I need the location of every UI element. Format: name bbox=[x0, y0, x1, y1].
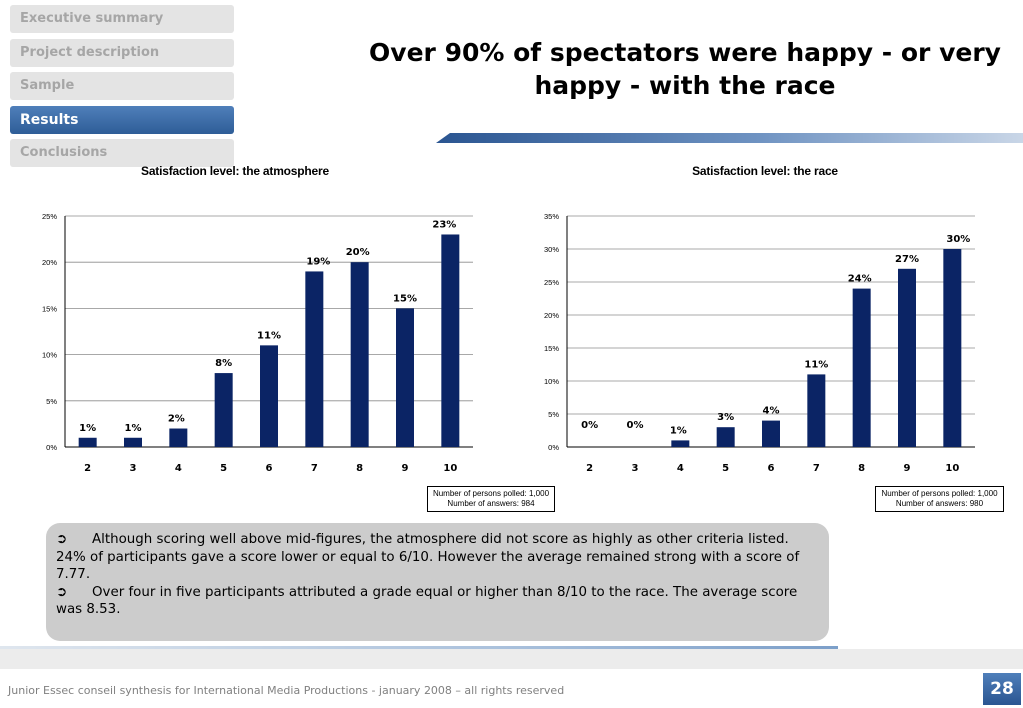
bar bbox=[852, 288, 871, 447]
data-label: 20% bbox=[346, 247, 370, 258]
y-tick-label: 15% bbox=[42, 304, 57, 313]
summary-point: ➲ Over four in five participants attribut… bbox=[56, 584, 819, 619]
y-tick-label: 25% bbox=[42, 212, 57, 221]
chart-title-atmosphere: Satisfaction level: the atmosphere bbox=[141, 164, 329, 178]
data-label: 2% bbox=[168, 414, 185, 425]
x-tick-label: 4 bbox=[677, 463, 684, 474]
x-tick-label: 10 bbox=[945, 463, 959, 474]
data-label: 8% bbox=[215, 358, 232, 369]
bar bbox=[762, 420, 780, 447]
x-tick-label: 4 bbox=[175, 463, 182, 474]
x-tick-label: 6 bbox=[266, 463, 273, 474]
note-box-atmosphere: Number of persons polled: 1,000 Number o… bbox=[427, 486, 555, 512]
data-label: 0% bbox=[627, 420, 644, 431]
data-label: 27% bbox=[895, 254, 919, 265]
x-tick-label: 10 bbox=[443, 463, 457, 474]
bar bbox=[716, 427, 735, 447]
x-tick-label: 8 bbox=[356, 463, 363, 474]
bar bbox=[169, 428, 188, 447]
data-label: 15% bbox=[393, 293, 417, 304]
x-tick-label: 7 bbox=[311, 463, 318, 474]
x-tick-label: 3 bbox=[130, 463, 137, 474]
data-label: 24% bbox=[848, 274, 872, 285]
bar bbox=[671, 440, 690, 447]
note-answers: Number of answers: 980 bbox=[895, 499, 984, 508]
y-tick-label: 10% bbox=[42, 351, 57, 360]
chart-race: 0%5%10%15%20%25%30%35%0%20%31%43%54%611%… bbox=[544, 212, 975, 474]
y-tick-label: 5% bbox=[548, 410, 559, 419]
bar bbox=[441, 234, 460, 447]
bar bbox=[260, 345, 278, 447]
y-tick-label: 5% bbox=[46, 397, 57, 406]
data-label: 1% bbox=[79, 423, 96, 434]
page-number: 28 bbox=[983, 673, 1021, 705]
nav-item-conclusions[interactable]: Conclusions bbox=[10, 139, 234, 167]
summary-point-text: Over four in five participants attribute… bbox=[56, 584, 798, 618]
summary-point-text: Although scoring well above mid-figures,… bbox=[56, 532, 800, 582]
data-label: 1% bbox=[670, 425, 687, 436]
footer-band bbox=[0, 649, 1023, 669]
nav-item-sample[interactable]: Sample bbox=[10, 72, 234, 100]
chart-atmosphere: 0% 5% 10% 15% 20% 25% 1% 2 1% 3 2% 4 8% 5 11% 6 19% 7 20% 8… bbox=[42, 212, 473, 474]
bar bbox=[305, 271, 324, 447]
data-label: 3% bbox=[717, 412, 734, 423]
y-tick-label: 10% bbox=[544, 377, 559, 386]
x-tick-label: 2 bbox=[84, 463, 91, 474]
data-label: 30% bbox=[946, 234, 970, 245]
footer-text: Junior Essec conseil synthesis for Inter… bbox=[8, 684, 565, 697]
y-tick-label: 20% bbox=[42, 258, 57, 267]
bar bbox=[807, 374, 826, 447]
x-tick-label: 2 bbox=[586, 463, 593, 474]
x-tick-label: 9 bbox=[904, 463, 911, 474]
bar bbox=[396, 308, 414, 447]
summary-box: ➲ Although scoring well above mid-figures… bbox=[46, 523, 829, 641]
page-title: Over 90% of spectators were happy - or v… bbox=[369, 38, 1001, 100]
arrow-circle-icon: ➲ bbox=[56, 532, 68, 547]
x-tick-label: 5 bbox=[722, 463, 729, 474]
y-tick-label: 35% bbox=[544, 212, 559, 221]
data-label: 23% bbox=[432, 219, 456, 230]
x-tick-label: 7 bbox=[813, 463, 820, 474]
bar bbox=[124, 437, 142, 447]
y-tick-label: 0% bbox=[548, 443, 559, 452]
y-tick-label: 25% bbox=[544, 278, 559, 287]
x-tick-label: 9 bbox=[402, 463, 409, 474]
bar bbox=[214, 373, 233, 447]
y-tick-label: 30% bbox=[544, 245, 559, 254]
x-tick-label: 3 bbox=[632, 463, 639, 474]
summary-point: ➲ Although scoring well above mid-figures… bbox=[56, 531, 819, 584]
bar bbox=[943, 249, 962, 447]
bar bbox=[350, 262, 369, 447]
x-tick-label: 8 bbox=[858, 463, 865, 474]
chart-title-race: Satisfaction level: the race bbox=[692, 164, 838, 178]
note-answers: Number of answers: 984 bbox=[447, 499, 535, 508]
x-tick-label: 5 bbox=[220, 463, 227, 474]
note-box-race: Number of persons polled: 1,000 Number o… bbox=[875, 486, 1004, 512]
bar bbox=[898, 268, 916, 447]
y-tick-label: 20% bbox=[544, 311, 559, 320]
data-label: 4% bbox=[763, 406, 780, 417]
bar bbox=[78, 437, 97, 447]
nav-item-project-description[interactable]: Project description bbox=[10, 39, 234, 67]
data-label: 11% bbox=[804, 359, 828, 370]
data-label: 19% bbox=[306, 256, 330, 267]
y-tick-label: 15% bbox=[544, 344, 559, 353]
note-polled: Number of persons polled: 1,000 bbox=[881, 489, 998, 498]
data-label: 0% bbox=[581, 420, 598, 431]
nav-item-results[interactable]: Results bbox=[10, 106, 234, 134]
nav-item-executive-summary[interactable]: Executive summary bbox=[10, 5, 234, 33]
arrow-circle-icon: ➲ bbox=[56, 584, 68, 600]
title-underline-bar bbox=[436, 133, 1023, 143]
note-polled: Number of persons polled: 1,000 bbox=[432, 489, 550, 498]
y-tick-label: 0% bbox=[46, 443, 57, 452]
data-label: 1% bbox=[125, 423, 142, 434]
x-tick-label: 6 bbox=[768, 463, 775, 474]
data-label: 11% bbox=[257, 330, 281, 341]
footer-divider bbox=[0, 646, 838, 649]
